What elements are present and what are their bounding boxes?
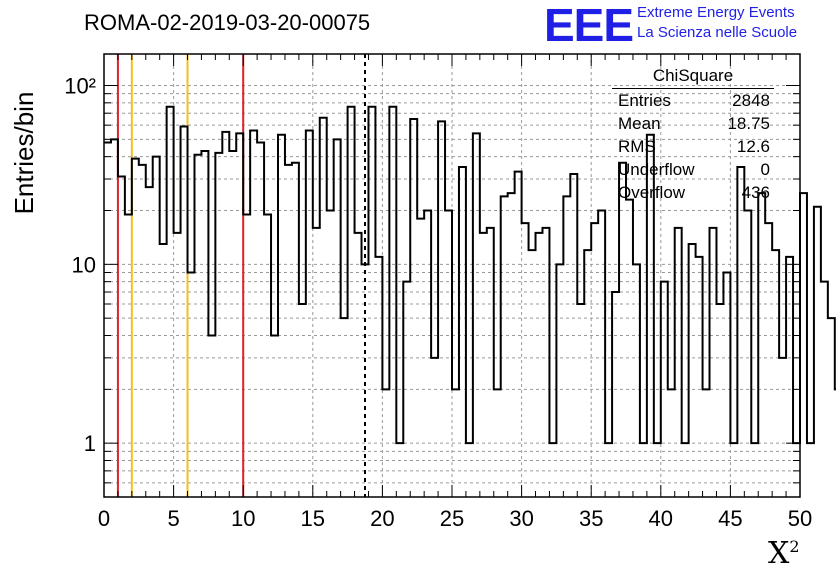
x-axis-label: X2 [768,536,800,571]
stats-row-mean: Mean 18.75 [612,112,774,135]
x-axis-label-text: X [768,536,790,571]
x-tick-label: 10 [231,506,255,531]
stats-row-rms: RMS 12.6 [612,135,774,158]
stats-row-underflow: Underflow 0 [612,158,774,181]
x-tick-label: 50 [788,506,812,531]
x-tick-label: 40 [649,506,673,531]
x-tick-label: 20 [370,506,394,531]
stats-label: Underflow [618,160,695,179]
stats-value: 12.6 [736,137,770,156]
stats-label: RMS [618,137,656,156]
y-axis-label: Entries/bin [8,91,39,215]
stats-label: Mean [618,114,661,133]
stats-label: Overflow [618,183,686,202]
stats-value: 18.75 [727,114,770,133]
logo-line-1: Extreme Energy Events [637,4,795,21]
histogram-outline [104,105,836,445]
x-tick-label: 5 [167,506,179,531]
stats-value: 2848 [732,91,770,110]
stats-value: 0 [760,160,770,179]
eee-logo: EEE [544,0,634,51]
x-tick-label: 25 [440,506,464,531]
stats-row-overflow: Overflow 436 [612,181,774,204]
x-tick-label: 0 [98,506,110,531]
x-tick-label: 15 [301,506,325,531]
plot-title: ROMA-02-2019-03-20-00075 [84,10,371,35]
x-tick-label: 45 [718,506,742,531]
x-axis-label-sup: 2 [789,537,800,556]
y-tick-label: 10² [64,73,96,98]
stats-label: Entries [618,91,671,110]
logo-line-2: La Scienza nelle Scuole [637,24,798,41]
stats-box: ChiSquare Entries 2848 Mean 18.75 RMS 12.6 … [612,66,774,204]
x-tick-label: 30 [509,506,533,531]
y-tick-label: 10 [72,252,96,277]
stats-value: 436 [741,183,770,202]
y-tick-label: 1 [84,431,96,456]
stats-row-entries: Entries 2848 [612,89,774,112]
x-tick-label: 35 [579,506,603,531]
stats-title: ChiSquare [612,66,774,89]
